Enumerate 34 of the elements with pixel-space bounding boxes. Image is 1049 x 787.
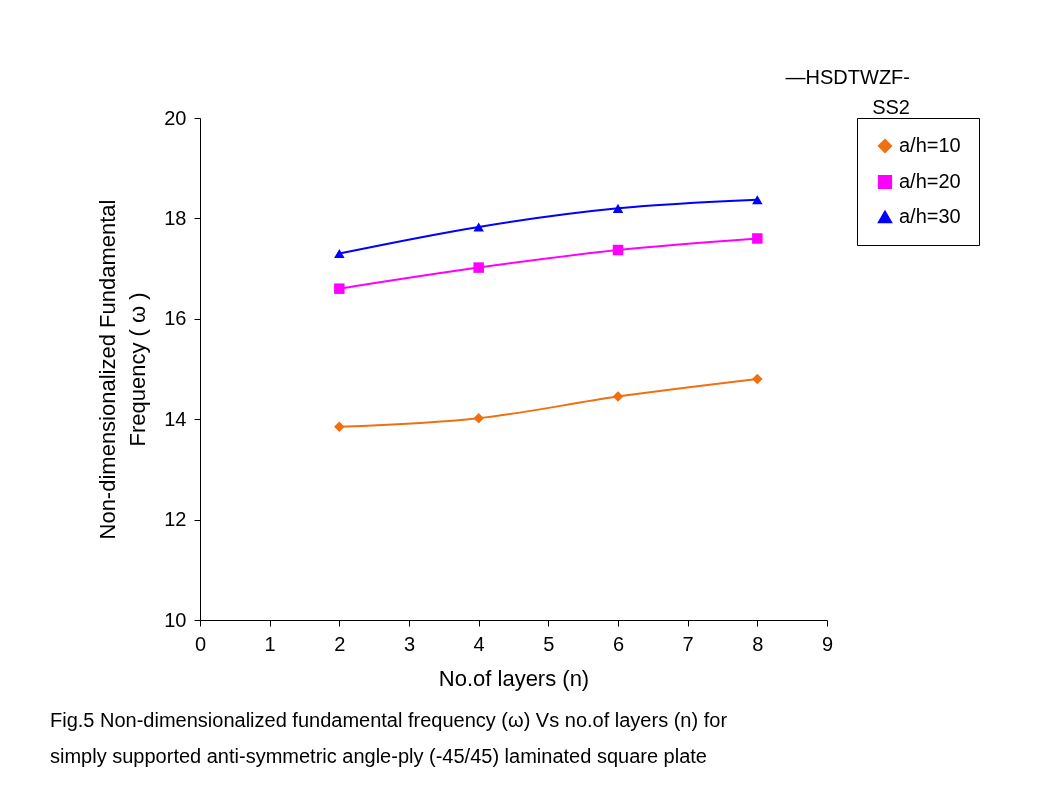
x-tick-label: 8 [752,632,764,655]
point [752,373,763,385]
point [334,249,345,259]
legend-label: a/h=30 [899,205,961,227]
y-tick-label: 14 [164,407,187,430]
legend-label: a/h=10 [899,134,961,156]
point [473,412,484,424]
x-axis-title: No.of layers (n) [438,665,590,691]
x-tick-label: 9 [821,632,834,655]
x-tick-label: 0 [194,632,207,655]
point [334,283,345,294]
point [752,195,763,205]
text: —HSDTWZF- SS2 [785,66,910,118]
y-tick-label: 16 [164,307,187,330]
x-tick-label: 7 [682,632,694,655]
point [334,421,345,432]
x-tick-label: 5 [543,632,555,655]
y-tick-label: 10 [164,608,187,631]
x-tick-label: 6 [612,632,625,655]
point [752,233,763,244]
point [612,391,624,402]
caption: Fig.5 Non-dimensionalized fundamental frequency (ω) Vs no.of layers (n) for simply supported anti-symmetric angle-ply (-45/45) laminated square plate [50,709,728,767]
y-axis-title: Non-dimensionalized Fundamental Frequency ( ω ) [95,199,151,540]
y-tick-label: 18 [164,206,187,229]
x-tick-label: 3 [403,632,416,655]
x-tick-label: 2 [334,632,346,655]
x-tick-label: 1 [264,632,276,655]
point [612,203,624,213]
point [473,262,484,273]
point [612,244,624,256]
x-tick-label: 4 [473,632,485,655]
legend-label: a/h=20 [899,170,961,192]
y-tick-label: 12 [164,508,187,531]
y-tick-label: 20 [164,106,187,129]
